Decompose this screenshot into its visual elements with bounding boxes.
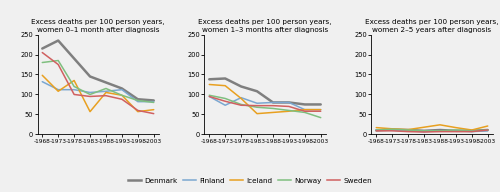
Legend: Denmark, Finland, Iceland, Norway, Sweden: Denmark, Finland, Iceland, Norway, Swede… bbox=[126, 175, 374, 186]
Title: Excess deaths per 100 person years,
women 2–5 years after diagnosis: Excess deaths per 100 person years, wome… bbox=[365, 19, 498, 33]
Title: Excess deaths per 100 person years,
women 1–3 months after diagnosis: Excess deaths per 100 person years, wome… bbox=[198, 19, 332, 33]
Title: Excess deaths per 100 person years,
women 0–1 month after diagnosis: Excess deaths per 100 person years, wome… bbox=[32, 19, 165, 33]
